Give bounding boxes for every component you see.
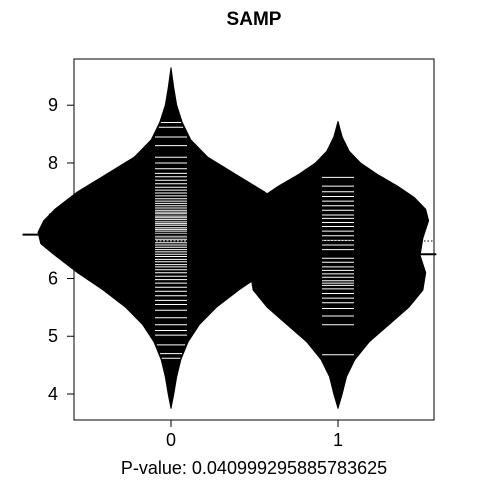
plot-frame [73,58,435,421]
y-tick-label-4: 4 [48,384,58,404]
y-tick-label-7: 7 [48,211,58,231]
y-tick-label-5: 5 [48,326,58,346]
beans-layer [37,67,430,409]
y-tick-label-9: 9 [48,95,58,115]
group-means-layer [22,233,437,256]
x-tick-label-0: 0 [166,430,176,450]
bean-shape-group-0 [37,67,305,409]
bean-shape-group-1 [246,120,430,409]
y-axis: 4 5 6 7 8 9 [48,95,74,404]
chart-title: SAMP [227,9,282,30]
y-tick-label-8: 8 [48,153,58,173]
x-axis-label: P-value: 0.0409992958857836​25 [121,458,387,478]
y-tick-label-6: 6 [48,268,58,288]
x-tick-label-1: 1 [333,430,343,450]
